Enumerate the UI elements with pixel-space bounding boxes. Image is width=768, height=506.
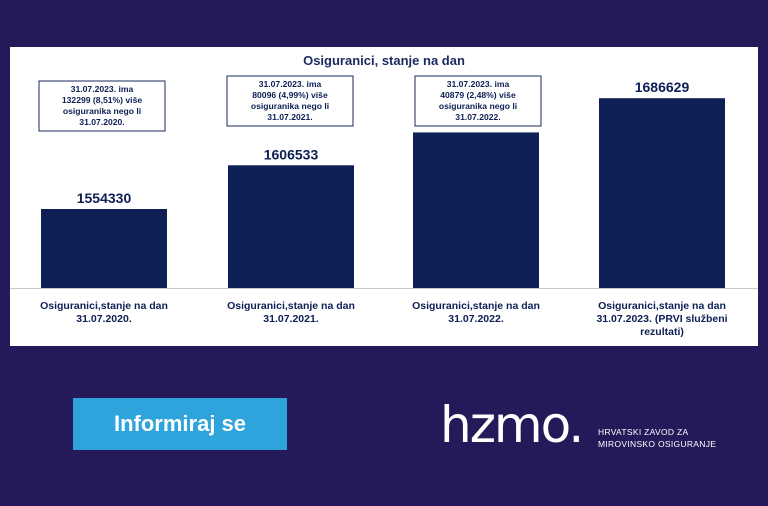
annotation-text: osiguranika nego li bbox=[251, 101, 329, 111]
annotation-text: 132299 (8,51%) više bbox=[62, 95, 142, 105]
annotation-box bbox=[414, 75, 542, 127]
annotation-text: 31.07.2020. bbox=[79, 117, 124, 127]
x-tick-label: 31.07.2020. bbox=[76, 313, 132, 325]
annotation-box bbox=[38, 80, 166, 132]
bar bbox=[228, 165, 354, 288]
x-tick-label: Osiguranici,stanje na dan bbox=[412, 300, 540, 312]
x-tick-label: 31.07.2021. bbox=[263, 313, 319, 325]
chart-title: Osiguranici, stanje na dan bbox=[303, 53, 465, 68]
x-tick-label: Osiguranici,stanje na dan bbox=[40, 300, 168, 312]
annotation-text: osiguranika nego li bbox=[63, 106, 141, 116]
top-band bbox=[0, 0, 768, 47]
annotation-text: 80096 (4,99%) više bbox=[252, 90, 328, 100]
data-label: 1554330 bbox=[77, 190, 132, 206]
chart-panel: Osiguranici, stanje na dan 1554330 Osigur… bbox=[10, 47, 758, 346]
bar bbox=[599, 98, 725, 288]
data-label: 1606533 bbox=[264, 146, 319, 162]
annotation-text: 40879 (2,48%) više bbox=[440, 90, 516, 100]
annotation-text: 31.07.2023. ima bbox=[447, 79, 510, 89]
bar bbox=[41, 208, 167, 288]
x-tick-label: Osiguranici,stanje na dan bbox=[598, 300, 726, 312]
x-tick-label: Osiguranici,stanje na dan bbox=[227, 300, 355, 312]
logo-subtitle: HRVATSKI ZAVOD ZA MIROVINSKO OSIGURANJE bbox=[598, 426, 716, 450]
x-tick-label: 31.07.2023. (PRVI službeni bbox=[596, 313, 727, 325]
logo-subtitle-line1: HRVATSKI ZAVOD ZA bbox=[598, 427, 689, 437]
data-label: 1686629 bbox=[635, 79, 690, 95]
annotation-text: 31.07.2021. bbox=[267, 112, 312, 122]
bar bbox=[413, 132, 539, 288]
informiraj-se-button[interactable]: Informiraj se bbox=[73, 398, 287, 450]
annotation-text: 31.07.2023. ima bbox=[71, 84, 134, 94]
annotation-box bbox=[226, 75, 354, 127]
annotation-text: 31.07.2023. ima bbox=[259, 79, 322, 89]
x-tick-label: rezultati) bbox=[640, 326, 684, 338]
annotation-text: 31.07.2022. bbox=[455, 112, 500, 122]
x-tick-label: 31.07.2022. bbox=[448, 313, 504, 325]
annotation-text: osiguranika nego li bbox=[439, 101, 517, 111]
hzmo-logo[interactable]: hzmo. bbox=[440, 396, 584, 454]
logo-subtitle-line2: MIROVINSKO OSIGURANJE bbox=[598, 439, 717, 449]
